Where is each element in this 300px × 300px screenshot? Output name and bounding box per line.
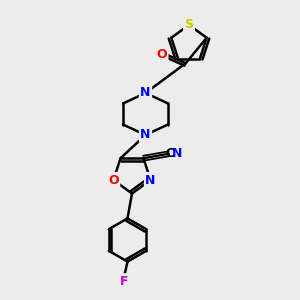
Text: S: S [184, 18, 194, 32]
Text: O: O [108, 173, 119, 187]
Text: F: F [120, 274, 128, 288]
Text: N: N [146, 173, 156, 187]
Text: C: C [165, 147, 174, 160]
Text: O: O [156, 48, 167, 61]
Text: N: N [140, 86, 151, 100]
Text: N: N [172, 147, 182, 160]
Text: N: N [140, 128, 151, 142]
